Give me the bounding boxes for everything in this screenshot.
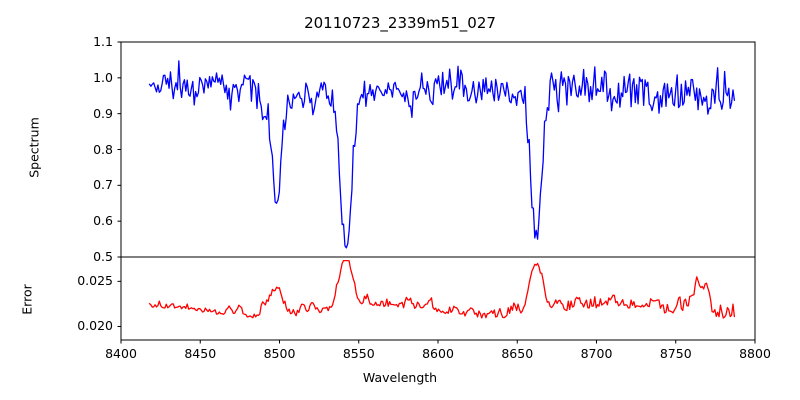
error-line [148, 259, 736, 319]
tick-label: 0.7 [93, 177, 113, 193]
tick-label: 0.020 [77, 318, 113, 334]
tick-label: 8550 [342, 346, 375, 361]
tick-label: 8750 [659, 346, 692, 361]
tick-label: 8700 [580, 346, 613, 361]
tick-label: 1.1 [93, 34, 113, 49]
tick-label: 8500 [263, 346, 296, 361]
error-series [148, 259, 736, 319]
tick-label: 0.9 [93, 105, 113, 121]
plot-title: 20110723_2339m51_027 [304, 14, 496, 32]
tick-label: 8400 [105, 346, 137, 361]
spectrum-line [148, 60, 736, 249]
tick-label: 0.8 [93, 141, 113, 157]
tick-label: 8450 [184, 346, 217, 361]
tick-label: 8650 [501, 346, 534, 361]
spectrum-axis-label: Spectrum [26, 117, 42, 178]
tick-label: 8800 [739, 346, 771, 361]
tick-label: 8600 [422, 346, 454, 361]
tick-label: 0.025 [77, 273, 113, 289]
tick-label: 1.0 [93, 69, 113, 85]
wavelength-axis-label: Wavelength [362, 370, 438, 385]
tick-label: 0.5 [93, 249, 113, 264]
error-axis-label: Error [19, 284, 35, 315]
tick-label: 0.6 [93, 213, 113, 229]
spectrum-series [148, 60, 736, 249]
